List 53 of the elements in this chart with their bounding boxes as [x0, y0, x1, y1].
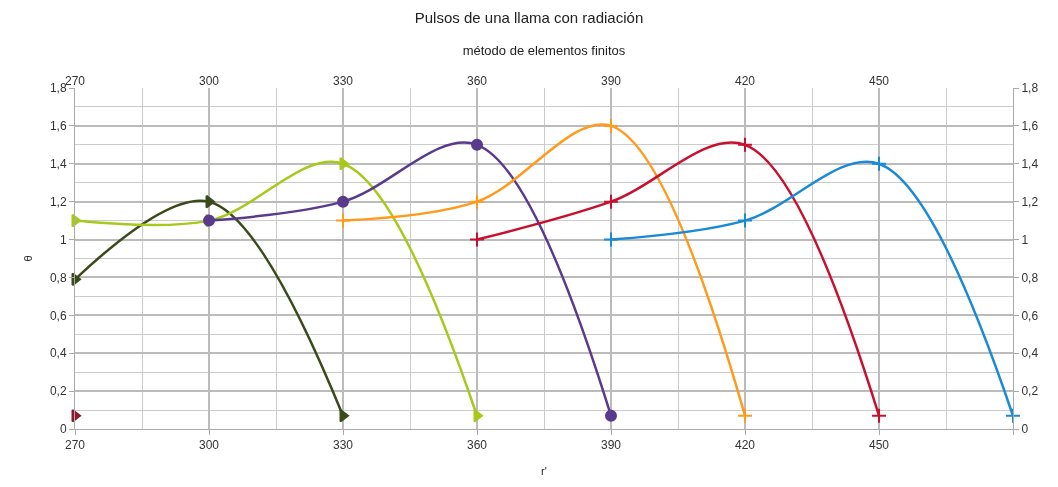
y2-tick-label: 0,8 [1021, 270, 1039, 285]
y2-tick-label: 1,8 [1021, 81, 1039, 96]
point [469, 231, 485, 248]
y-tick-label: 0,6 [49, 308, 67, 323]
x2-tick-label: 360 [466, 438, 488, 453]
y-tick-label: 0 [59, 422, 67, 437]
x2-tick-label: 270 [64, 438, 86, 453]
x2-tick-label: 300 [198, 438, 220, 453]
point [871, 155, 887, 172]
y-tick-label: 1,4 [49, 156, 67, 171]
x2-tick-label: 390 [600, 438, 622, 453]
point [603, 231, 619, 248]
x2-tick-label: 420 [734, 438, 756, 453]
y-tick-label: 0,4 [49, 346, 67, 361]
point [737, 136, 753, 153]
y2-tick-label: 1,6 [1021, 119, 1039, 134]
y-tick-label: 1,8 [49, 81, 67, 96]
y-tick-label: 0,8 [49, 270, 67, 285]
point [471, 138, 483, 151]
point [871, 407, 887, 424]
y2-tick-label: 1,4 [1021, 156, 1039, 171]
point [339, 157, 349, 171]
x2-axis-title: método de elementos finitos [462, 42, 626, 58]
y-axis-title: θ [21, 255, 34, 262]
y2-tick-label: 0,4 [1021, 346, 1039, 361]
point [1005, 407, 1021, 424]
y-tick-label: 1,2 [49, 194, 67, 209]
point [603, 117, 619, 134]
x-tick-label: 450 [868, 73, 890, 88]
x-tick-label: 330 [332, 73, 354, 88]
point [603, 193, 619, 210]
point [737, 212, 753, 229]
chart-title: Pulsos de una llama con radiación [414, 8, 644, 26]
x2-tick-label: 330 [332, 438, 354, 453]
x-tick-label: 360 [466, 73, 488, 88]
x2-tick-label: 450 [868, 438, 890, 453]
y2-tick-label: 0,2 [1021, 384, 1039, 399]
y-tick-label: 1 [59, 232, 67, 247]
y-tick-label: 0,2 [49, 384, 67, 399]
point [335, 212, 351, 229]
y-tick-label: 1,6 [49, 119, 67, 134]
point [737, 407, 753, 424]
y2-tick-label: 0 [1021, 422, 1029, 437]
y2-tick-label: 0,6 [1021, 308, 1039, 323]
y2-tick-label: 1,2 [1021, 194, 1039, 209]
point [337, 195, 349, 208]
x-axis-title: r' [541, 464, 547, 477]
point [469, 193, 485, 210]
x-tick-label: 420 [734, 73, 756, 88]
y2-tick-label: 1 [1021, 232, 1029, 247]
point [605, 409, 617, 422]
x-tick-label: 300 [198, 73, 220, 88]
x-tick-label: 390 [600, 73, 622, 88]
